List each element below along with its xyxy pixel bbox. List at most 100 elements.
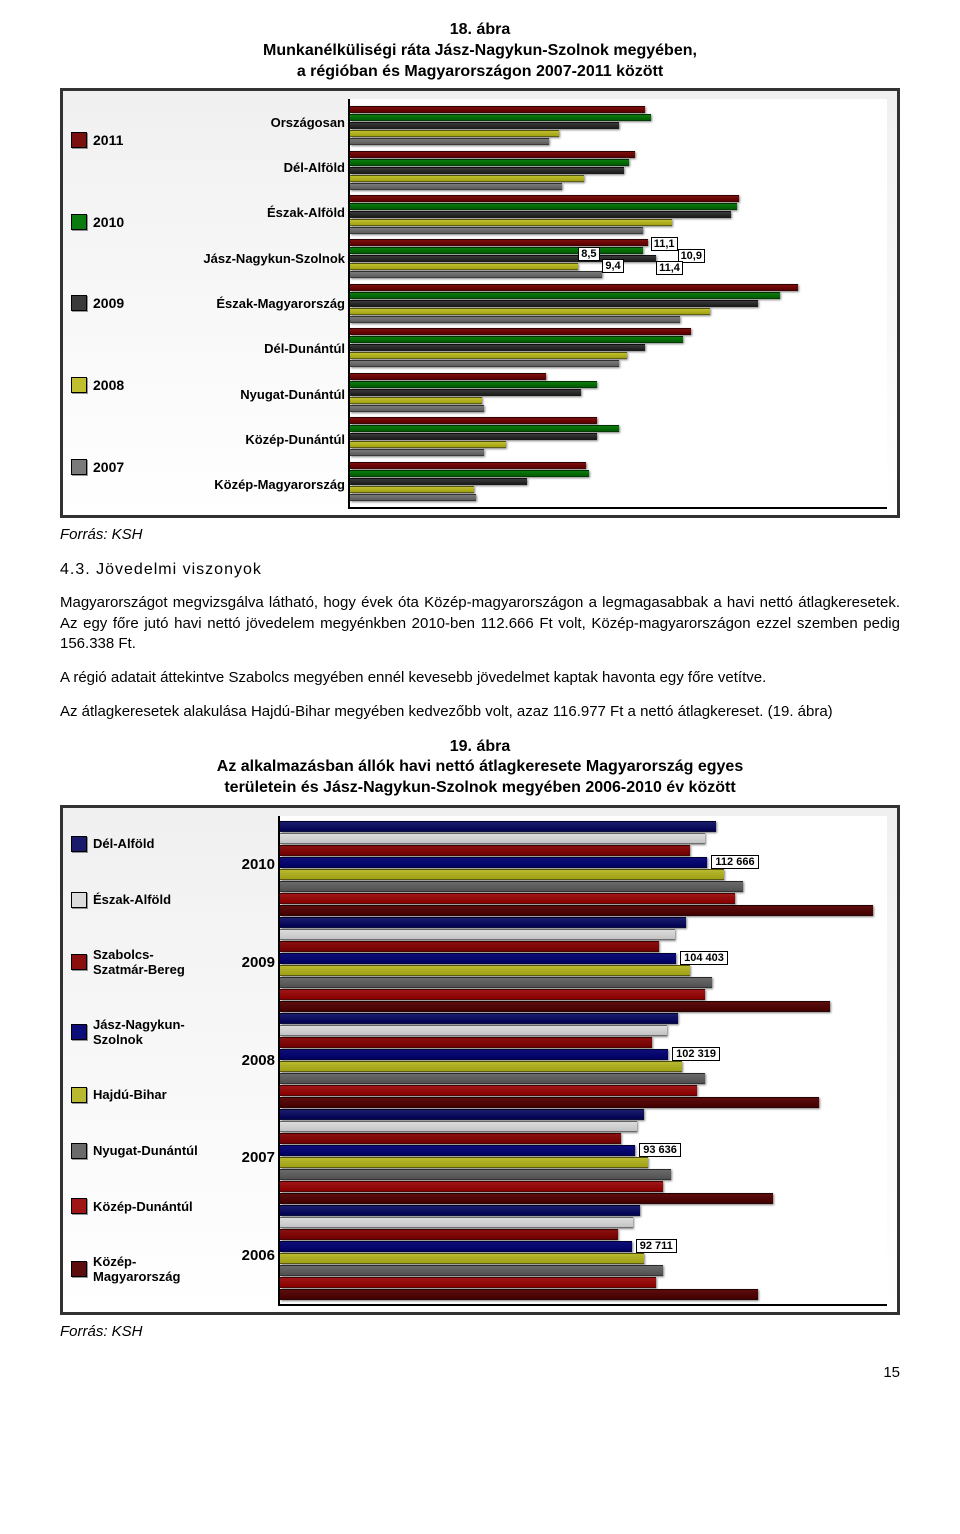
category-label: Országosan xyxy=(190,115,345,130)
fig19-year-labels: 20102009200820072006 xyxy=(207,816,275,1304)
bar xyxy=(280,1193,773,1204)
bar xyxy=(350,478,527,485)
bar xyxy=(280,1133,621,1144)
fig19-source: Forrás: KSH xyxy=(60,1323,900,1340)
value-label: 11,1 xyxy=(651,237,678,251)
bar: 92 711 xyxy=(280,1241,632,1252)
bar-group: 11,110,911,48,59,4 xyxy=(350,239,887,278)
fig19-legend: Dél-AlföldÉszak-AlföldSzabolcs-Szatmár-B… xyxy=(71,816,201,1304)
section-4-3-p1: Magyarországot megvizsgálva látható, hog… xyxy=(60,593,900,654)
fig19-title: 19. ábra Az alkalmazásban állók havi net… xyxy=(60,737,900,799)
year-label: 2006 xyxy=(207,1247,275,1264)
bar xyxy=(280,1013,678,1024)
bar-group xyxy=(350,328,887,367)
fig19-bars: 112 666104 403102 31993 63692 711 xyxy=(280,816,887,1304)
bar xyxy=(280,1289,758,1300)
legend-swatch xyxy=(71,892,87,908)
legend-item: 2011 xyxy=(71,132,181,148)
bar xyxy=(280,1229,618,1240)
bar xyxy=(350,425,619,432)
legend-swatch xyxy=(71,1261,87,1277)
bar xyxy=(280,977,712,988)
legend-label: Jász-Nagykun-Szolnok xyxy=(93,1017,201,1047)
bar xyxy=(280,1037,652,1048)
bar xyxy=(350,308,710,315)
legend-swatch xyxy=(71,377,87,393)
bar xyxy=(350,284,798,291)
bar xyxy=(350,381,597,388)
bar xyxy=(280,1157,648,1168)
bar-group xyxy=(350,106,887,145)
bar xyxy=(280,821,716,832)
year-label: 2007 xyxy=(207,1149,275,1166)
legend-item: Dél-Alföld xyxy=(71,836,201,852)
bar xyxy=(350,211,731,218)
category-label: Nyugat-Dunántúl xyxy=(190,387,345,402)
bar xyxy=(350,195,739,202)
bar-group: 92 711 xyxy=(280,1205,887,1300)
bar xyxy=(280,917,686,928)
bar xyxy=(280,965,690,976)
bar-group: 104 403 xyxy=(280,917,887,1012)
bar xyxy=(350,462,586,469)
bar xyxy=(280,1085,697,1096)
fig18-chart: 20112010200920082007 OrszágosanDél-Alföl… xyxy=(60,88,900,518)
page: 18. ábra Munkanélküliségi ráta Jász-Nagy… xyxy=(0,0,960,1421)
fig19-title-l3: területein és Jász-Nagykun-Szolnok megyé… xyxy=(224,779,735,796)
legend-item: Észak-Alföld xyxy=(71,892,201,908)
fig18-title-l2: Munkanélküliségi ráta Jász-Nagykun-Szoln… xyxy=(263,42,697,59)
value-label: 93 636 xyxy=(639,1143,681,1157)
category-label: Észak-Magyarország xyxy=(190,296,345,311)
legend-item: Közép-Dunántúl xyxy=(71,1198,201,1214)
fig19-title-l2: Az alkalmazásban állók havi nettó átlagk… xyxy=(217,758,743,775)
bar xyxy=(280,1001,830,1012)
bar xyxy=(280,1073,705,1084)
bar xyxy=(350,441,506,448)
bar xyxy=(350,130,559,137)
bar xyxy=(350,300,758,307)
section-4-3-heading: 4.3. Jövedelmi viszonyok xyxy=(60,561,900,579)
bar xyxy=(350,159,629,166)
bar xyxy=(350,175,584,182)
fig18-plot-area: OrszágosanDél-AlföldÉszak-AlföldJász-Nag… xyxy=(348,99,887,509)
bar xyxy=(280,1181,663,1192)
legend-label: Nyugat-Dunántúl xyxy=(93,1143,198,1158)
bar xyxy=(280,893,735,904)
legend-swatch xyxy=(71,836,87,852)
legend-item: 2009 xyxy=(71,295,181,311)
category-label: Közép-Dunántúl xyxy=(190,432,345,447)
fig18-category-labels: OrszágosanDél-AlföldÉszak-AlföldJász-Nag… xyxy=(190,99,345,507)
fig18-title-l1: 18. ábra xyxy=(450,21,510,38)
value-label: 104 403 xyxy=(680,951,728,965)
legend-swatch xyxy=(71,295,87,311)
year-label: 2010 xyxy=(207,856,275,873)
bar xyxy=(350,360,619,367)
bar: 93 636 xyxy=(280,1145,635,1156)
legend-item: Jász-Nagykun-Szolnok xyxy=(71,1017,201,1047)
legend-label: Közép-Dunántúl xyxy=(93,1199,193,1214)
legend-label: Hajdú-Bihar xyxy=(93,1087,167,1102)
legend-item: Nyugat-Dunántúl xyxy=(71,1143,201,1159)
bar xyxy=(350,167,624,174)
value-label: 11,4 xyxy=(656,261,683,275)
bar xyxy=(350,433,597,440)
bar xyxy=(280,1169,671,1180)
bar xyxy=(350,183,562,190)
legend-swatch xyxy=(71,214,87,230)
bar xyxy=(280,1061,682,1072)
fig18-source: Forrás: KSH xyxy=(60,526,900,543)
legend-item: 2008 xyxy=(71,377,181,393)
bar: 112 666 xyxy=(280,857,707,868)
legend-label: 2007 xyxy=(93,459,124,475)
legend-swatch xyxy=(71,954,87,970)
bar xyxy=(350,417,597,424)
bar xyxy=(280,869,724,880)
fig19-plot-area: 20102009200820072006 112 666104 403102 3… xyxy=(278,816,887,1306)
bar xyxy=(350,328,691,335)
year-label: 2008 xyxy=(207,1052,275,1069)
bar xyxy=(350,219,672,226)
bar xyxy=(280,1217,633,1228)
bar xyxy=(350,486,474,493)
bar xyxy=(350,405,484,412)
bar xyxy=(350,263,578,270)
